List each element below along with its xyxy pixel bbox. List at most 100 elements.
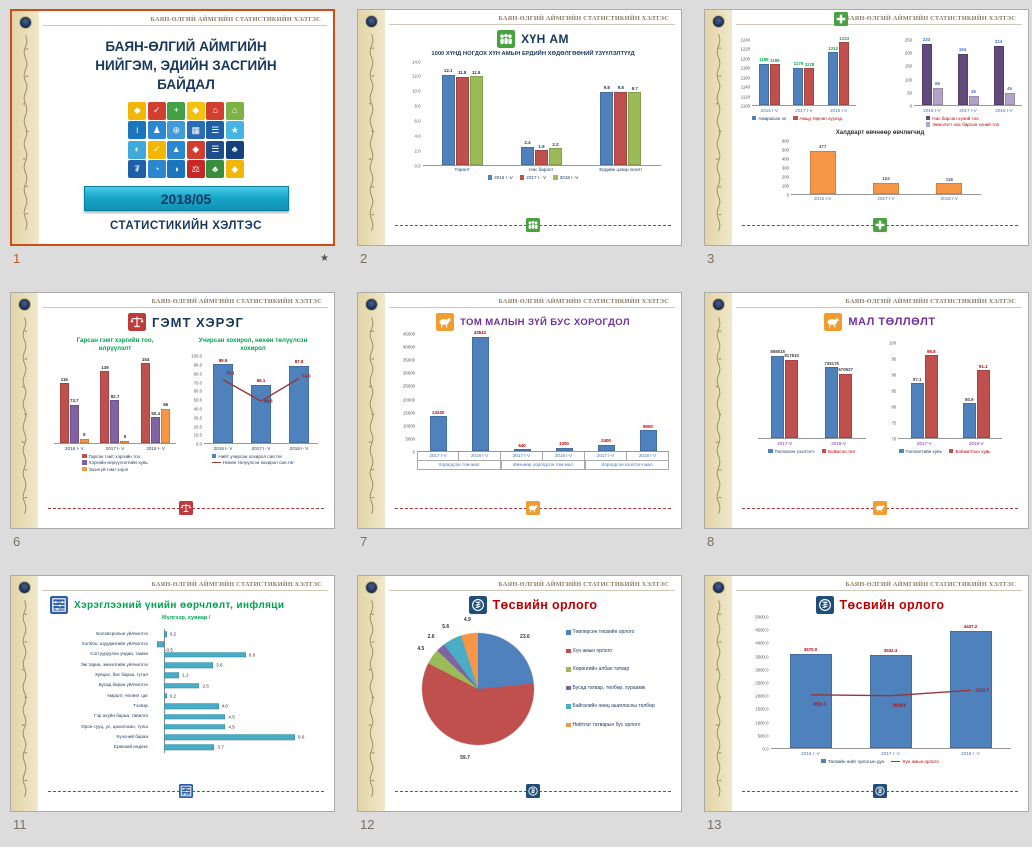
tugrik-icon (526, 784, 540, 798)
emblem-logo (18, 581, 31, 594)
slide-thumbnail-11[interactable]: БАЯН-ӨЛГИЙ АЙМГИЙН СТАТИСТИКИЙН ХЭЛТЭС Х… (10, 575, 335, 812)
rect (508, 38, 512, 45)
content: БАЯН-ӨЛГИЙ АЙМГИЙН СТАТИСТИКИЙН ХЭЛТЭС Т… (732, 576, 1028, 811)
blabel: 1.9 (538, 143, 545, 149)
pictogram-tile: ⌂ (225, 101, 244, 120)
lg-m (519, 175, 525, 180)
bar (600, 91, 614, 165)
numrow: 8 (704, 529, 1029, 551)
pictogram-tile: ♟ (147, 121, 166, 140)
bgroup: 1300 (543, 334, 585, 451)
slide-number: 7 (360, 533, 368, 549)
lg-item: Төсвийн нийт орлогын дүн (821, 759, 884, 764)
mongolian-script (368, 316, 375, 515)
circle (447, 318, 451, 322)
pictogram-tile: ⊕ (167, 121, 186, 140)
bar (120, 440, 130, 444)
bgroup: 9.8 9.8 9.7 (581, 62, 660, 165)
bgroup: 139 82.7 5 (95, 356, 136, 444)
barwrap: 43512 (471, 330, 489, 451)
footer-divider (395, 784, 671, 805)
mongolian-script-sidebar (705, 293, 732, 528)
ticks: 45000 40000 35000 30000 25000 20000 15000 10000… (397, 332, 417, 455)
births-chart: 1240 1220 1200 1180 1160 1140 1120 1100 1188 1186… (738, 36, 856, 127)
cats: Төрөлт Нас баралт Ердийн цэвэр өсөлт (423, 166, 661, 173)
slide-thumbnail-1[interactable]: БАЯН-ӨЛГИЙ АЙМГИЙН СТАТИСТИКИЙН ХЭЛТЭС Б… (10, 9, 335, 246)
pictogram-tile: + (167, 101, 186, 120)
tugrik-icon (468, 596, 487, 614)
emblem-logo (18, 298, 31, 311)
blabel: 640 (518, 442, 526, 448)
mongolian-script (368, 599, 375, 798)
blabel: 50.4 (151, 410, 160, 416)
bar (628, 92, 642, 165)
cbody: 100 95 90 85 80 75 70 87.1 95.8 80.9 91.1 (887, 341, 1003, 442)
slide-thumbnail-7[interactable]: БАЯН-ӨЛГИЙ АЙМГИЙН СТАТИСТИКИЙН ХЭЛТЭС Т… (357, 292, 682, 529)
lg-item: Нөхөн төлүүлсэн хохирол сая.төг (211, 460, 294, 465)
cbody: 45000 40000 35000 30000 25000 20000 15000 10000… (397, 330, 669, 455)
path (130, 318, 144, 323)
bar (785, 359, 799, 438)
path (529, 510, 535, 513)
span: 3000.0 (755, 667, 769, 673)
slide-number: 13 (707, 816, 722, 832)
lg-item: Бусад татвар, төлбөр, хураамж (566, 685, 645, 692)
span: 8.0 (414, 103, 421, 109)
content: БАЯН-ӨЛГИЙ АЙМГИЙН СТАТИСТИКИЙН ХЭЛТЭС Б… (39, 11, 333, 244)
lg-t: Төвлөрсөн төсвийн орлого (572, 629, 635, 635)
pictogram-tile: ◆ (128, 101, 147, 120)
lg-t: Төллөсөн хээлтэгч (774, 448, 815, 454)
emblem-logo (365, 298, 378, 311)
slide-thumbnail-2[interactable]: БАЯН-ӨЛГИЙ АЙМГИЙН СТАТИСТИКИЙН ХЭЛТЭС Х… (357, 9, 682, 246)
path (368, 330, 375, 499)
barwrap: 9.8 (600, 85, 614, 165)
slide-thumbnail-3[interactable]: БАЯН-ӨЛГИЙ АЙМГИЙН СТАТИСТИКИЙН ХЭЛТЭС 1… (704, 9, 1029, 246)
span: 4000.0 (755, 640, 769, 646)
span: 2018-V (968, 440, 984, 446)
path (716, 33, 721, 232)
bar (471, 336, 489, 451)
span: 2016 I-V (760, 107, 779, 113)
bgroup: 80.9 91.1 (950, 343, 1002, 438)
lg-t: 2016 I -V (494, 175, 513, 181)
barwrap: 735175 (824, 361, 839, 438)
sbody: 1240 1220 1200 1180 1160 1140 1120 1100 1188 1186… (732, 12, 1028, 225)
barwrap: 8 (79, 432, 89, 444)
hval: 6.0 (248, 652, 256, 658)
mongolian-script (715, 599, 722, 798)
slide-thumbnail-12[interactable]: БАЯН-ӨЛГИЙ АЙМГИЙН СТАТИСТИКИЙН ХЭЛТЭС Т… (357, 575, 682, 812)
bar (976, 370, 990, 438)
slide-thumbnail-8[interactable]: БАЯН-ӨЛГИЙ АЙМГИЙН СТАТИСТИКИЙН ХЭЛТЭС М… (704, 292, 1029, 529)
hcat: Ерөнхий индекс (113, 744, 148, 750)
hwrap: Боловсролын үйлчилгээ 0.2 Холбоо, шууданги… (59, 629, 313, 753)
lg-m (82, 466, 87, 472)
span: 2017 I-V (417, 452, 459, 461)
lg-item: Нийт учирсан хохирол сая.төг (211, 454, 282, 459)
ticks: 600 500 400 300 200 100 0 (779, 138, 791, 197)
span: 1500.0 (755, 706, 769, 712)
path (822, 601, 828, 609)
blabel: 139 (101, 364, 109, 370)
bgroup: 87.9 (280, 356, 318, 444)
span: 400 (781, 156, 789, 162)
cbody: 5000.0 4500.0 4000.0 3500.0 3000.0 2500.0 2000… (750, 615, 1011, 752)
svg (526, 501, 540, 515)
path (21, 613, 28, 782)
numrow: 3 (704, 246, 1029, 268)
bgroup: 116 73.7 8 (54, 356, 95, 444)
lg-m (768, 448, 773, 454)
blabel: 13240 (431, 409, 445, 415)
bgroup: 66.1 (242, 356, 280, 444)
slide-thumbnail-6[interactable]: БАЯН-ӨЛГИЙ АЙМГИЙН СТАТИСТИКИЙН ХЭЛТЭС Г… (10, 292, 335, 529)
chart-subtitle: /бүлгээр, хувиар / (161, 615, 211, 621)
path (131, 316, 143, 326)
path (368, 47, 375, 216)
bar (968, 95, 979, 105)
slide-thumbnail-13[interactable]: БАЯН-ӨЛГИЙ АЙМГИЙН СТАТИСТИКИЙН ХЭЛТЭС Т… (704, 575, 1029, 812)
path (716, 599, 721, 798)
slide-cell-12: БАЯН-ӨЛГИЙ АЙМГИЙН СТАТИСТИКИЙН ХЭЛТЭС Т… (357, 575, 682, 834)
span: 2017 I-V (795, 107, 813, 113)
span: 200 (781, 174, 789, 180)
barwrap: 36 (968, 89, 979, 105)
titlerow: ХҮН АМ (389, 30, 677, 48)
